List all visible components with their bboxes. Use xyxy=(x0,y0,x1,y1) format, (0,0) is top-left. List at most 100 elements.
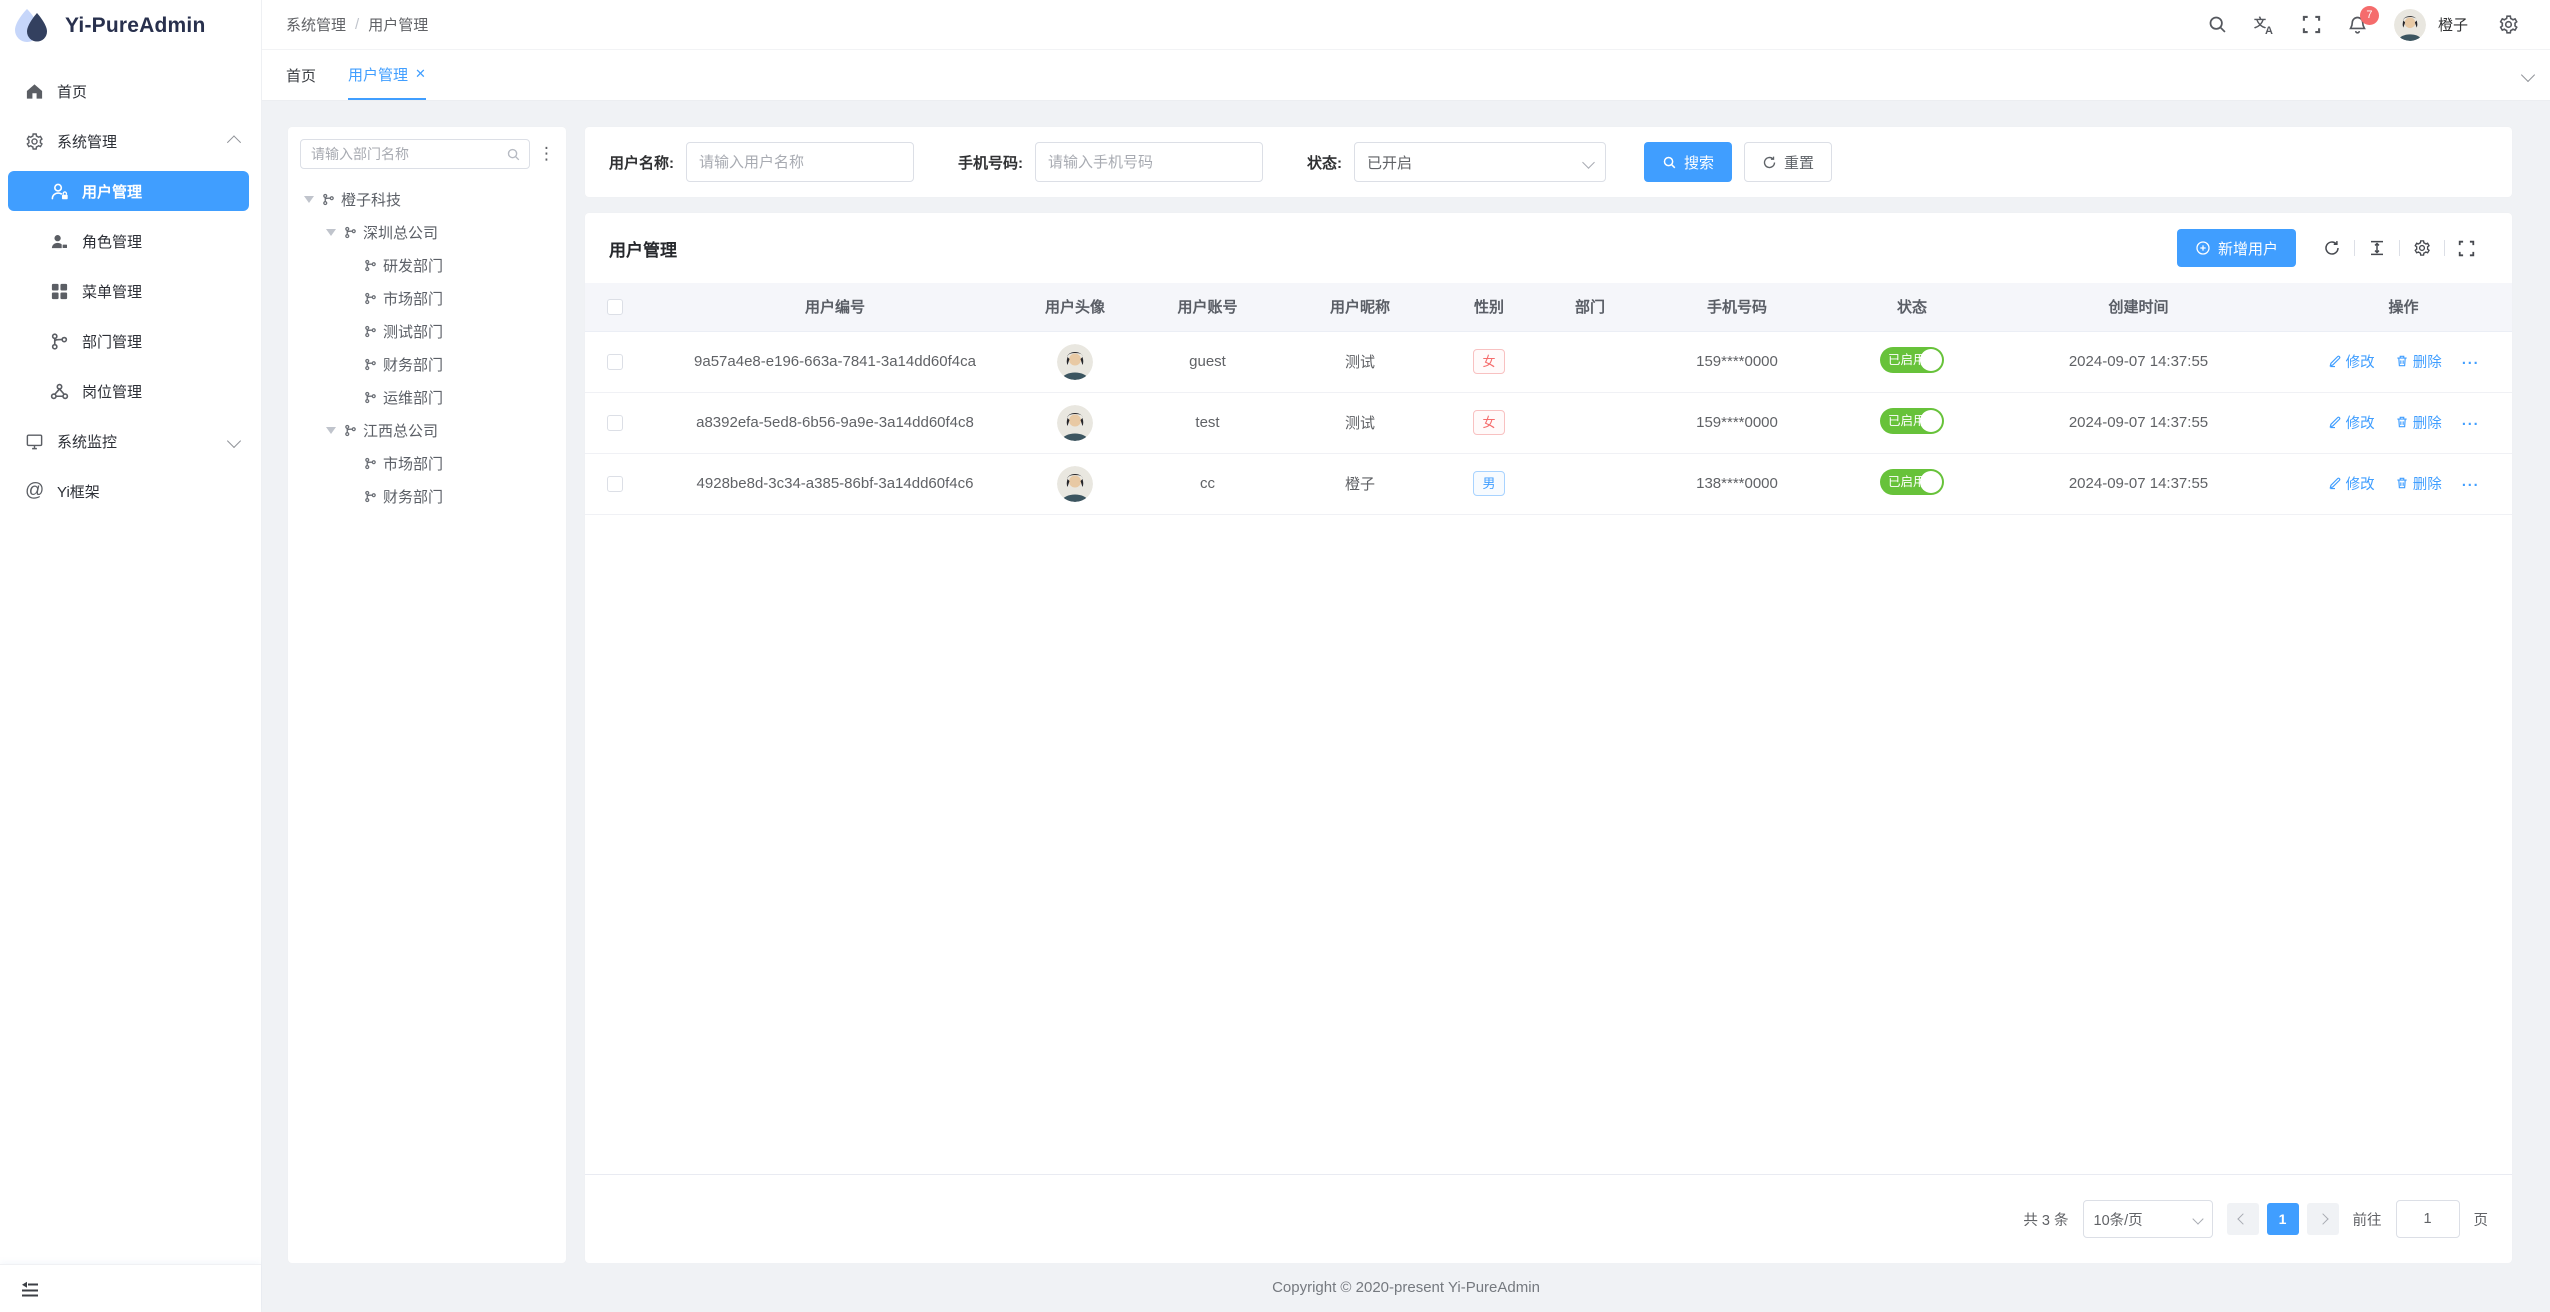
cell-user-id: 9a57a4e8-e196-663a-7841-3a14dd60f4ca xyxy=(645,331,1025,393)
caret-down-icon[interactable] xyxy=(326,229,336,236)
phone-filter-input[interactable] xyxy=(1035,142,1263,182)
topbar-actions: 文 A 7 xyxy=(2194,1,2532,49)
edit-button[interactable]: 修改 xyxy=(2328,473,2375,494)
add-user-button[interactable]: 新增用户 xyxy=(2176,229,2296,267)
column-settings-button[interactable] xyxy=(2400,239,2444,257)
tree-node[interactable]: 深圳总公司 xyxy=(300,216,554,249)
sidebar-item-monitor[interactable]: 系统监控 xyxy=(0,416,261,466)
table-row[interactable]: 4928be8d-3c34-a385-86bf-3a14dd60f4c6 xyxy=(585,453,2512,515)
status-toggle[interactable]: 已启用 xyxy=(1880,407,1944,434)
tree-node[interactable]: 研发部门 xyxy=(300,249,554,282)
goto-page-input[interactable] xyxy=(2395,1200,2460,1238)
dept-node-icon xyxy=(345,226,356,239)
col-gender: 性别 xyxy=(1430,283,1548,332)
tree-node[interactable]: 江西总公司 xyxy=(300,414,554,447)
more-actions-button[interactable]: ··· xyxy=(2461,417,2480,434)
select-all-checkbox[interactable] xyxy=(607,299,623,316)
chevron-down-icon xyxy=(226,433,242,449)
cell-account: cc xyxy=(1125,453,1290,515)
search-submit-button[interactable]: 搜索 xyxy=(1644,142,1733,182)
tree-node[interactable]: 财务部门 xyxy=(300,348,554,381)
more-options-icon[interactable]: ⋮ xyxy=(538,144,555,163)
gear-icon xyxy=(2499,15,2518,34)
fullscreen-button[interactable] xyxy=(2289,1,2334,49)
tree-node[interactable]: 财务部门 xyxy=(300,480,554,513)
pencil-icon xyxy=(2329,355,2340,368)
avatar xyxy=(1057,343,1093,380)
chevron-down-icon xyxy=(1582,155,1595,169)
tree-node[interactable]: 测试部门 xyxy=(300,315,554,348)
sidebar-item-menus[interactable]: 菜单管理 xyxy=(0,266,261,316)
user-table: 用户编号 用户头像 用户账号 用户昵称 性别 部门 手机号码 状态 创建时间 操… xyxy=(585,283,2512,515)
edit-button[interactable]: 修改 xyxy=(2328,351,2375,372)
department-search-input[interactable] xyxy=(301,140,529,168)
prev-page-button[interactable] xyxy=(2226,1203,2259,1235)
search-icon xyxy=(2209,16,2226,33)
tab-user-management[interactable]: 用户管理 ✕ xyxy=(348,50,426,100)
tree-node[interactable]: 市场部门 xyxy=(300,447,554,480)
tree-node-label: 财务部门 xyxy=(383,489,444,506)
col-status: 状态 xyxy=(1842,283,1982,332)
tab-home[interactable]: 首页 xyxy=(286,50,316,100)
delete-button[interactable]: 删除 xyxy=(2395,412,2442,433)
sidebar-item-system[interactable]: 系统管理 xyxy=(0,116,261,166)
sidebar-item-yi-frame[interactable]: @ Yi框架 xyxy=(0,466,261,516)
settings-button[interactable] xyxy=(2485,1,2532,49)
refresh-table-button[interactable] xyxy=(2310,239,2354,257)
row-density-button[interactable] xyxy=(2355,239,2399,257)
dept-tree-icon xyxy=(51,332,68,350)
edit-button[interactable]: 修改 xyxy=(2328,412,2375,433)
status-filter-select[interactable]: 已开启 xyxy=(1354,142,1606,182)
tree-node[interactable]: 市场部门 xyxy=(300,282,554,315)
delete-button[interactable]: 删除 xyxy=(2395,351,2442,372)
pagination: 共 3 条 10条/页 1 xyxy=(585,1175,2512,1263)
gender-tag: 男 xyxy=(1473,471,1505,496)
delete-button[interactable]: 删除 xyxy=(2395,473,2442,494)
search-button[interactable] xyxy=(2194,1,2241,49)
reset-button[interactable]: 重置 xyxy=(1744,142,1833,182)
table-row[interactable]: a8392efa-5ed8-6b56-9a9e-3a14dd60f4c8 xyxy=(585,392,2512,454)
dept-node-icon xyxy=(365,490,376,503)
page-size-select[interactable]: 10条/页 xyxy=(2082,1200,2213,1238)
dept-node-icon xyxy=(365,391,376,404)
next-page-button[interactable] xyxy=(2306,1203,2339,1235)
row-checkbox[interactable] xyxy=(607,354,623,371)
cell-dept xyxy=(1548,392,1632,454)
status-toggle[interactable]: 已启用 xyxy=(1880,468,1944,495)
tab-overflow-button[interactable] xyxy=(2506,50,2550,100)
more-actions-button[interactable]: ··· xyxy=(2461,356,2480,373)
hub-icon xyxy=(50,383,69,399)
sidebar-item-home[interactable]: 首页 xyxy=(0,66,261,116)
tree-node[interactable]: 运维部门 xyxy=(300,381,554,414)
sidebar-item-departments[interactable]: 部门管理 xyxy=(0,316,261,366)
row-checkbox[interactable] xyxy=(607,415,623,432)
username-filter-input[interactable] xyxy=(686,142,914,182)
cell-phone: 159****0000 xyxy=(1632,392,1842,454)
user-lock-icon xyxy=(51,183,68,199)
svg-text:文: 文 xyxy=(2254,15,2267,30)
cell-created: 2024-09-07 14:37:55 xyxy=(1982,392,2295,454)
close-icon[interactable]: ✕ xyxy=(415,66,426,81)
col-nickname: 用户昵称 xyxy=(1290,283,1430,332)
sidebar-item-posts[interactable]: 岗位管理 xyxy=(0,366,261,416)
table-fullscreen-button[interactable] xyxy=(2445,240,2488,257)
table-empty-area xyxy=(585,515,2512,1175)
more-actions-button[interactable]: ··· xyxy=(2461,478,2480,495)
breadcrumb-item[interactable]: 系统管理 xyxy=(286,17,347,34)
notifications-button[interactable]: 7 xyxy=(2334,1,2381,49)
language-button[interactable]: 文 A xyxy=(2241,1,2289,49)
row-checkbox[interactable] xyxy=(607,476,623,493)
status-toggle[interactable]: 已启用 xyxy=(1880,346,1944,373)
tree-node[interactable]: 橙子科技 xyxy=(300,183,554,216)
table-row[interactable]: 9a57a4e8-e196-663a-7841-3a14dd60f4ca xyxy=(585,331,2512,393)
logo[interactable]: Yi-PureAdmin xyxy=(0,0,261,52)
right-column: 用户名称: 手机号码: 状态: 已开启 xyxy=(585,127,2512,1263)
collapse-sidebar-icon[interactable] xyxy=(20,1280,40,1298)
page-1-button[interactable]: 1 xyxy=(2266,1203,2299,1235)
tree-node-label: 财务部门 xyxy=(383,357,444,374)
caret-down-icon[interactable] xyxy=(304,196,314,203)
sidebar-item-users[interactable]: 用户管理 xyxy=(8,171,249,211)
caret-down-icon[interactable] xyxy=(326,427,336,434)
user-menu[interactable]: 橙子 xyxy=(2381,1,2485,49)
sidebar-item-roles[interactable]: 角色管理 xyxy=(0,216,261,266)
